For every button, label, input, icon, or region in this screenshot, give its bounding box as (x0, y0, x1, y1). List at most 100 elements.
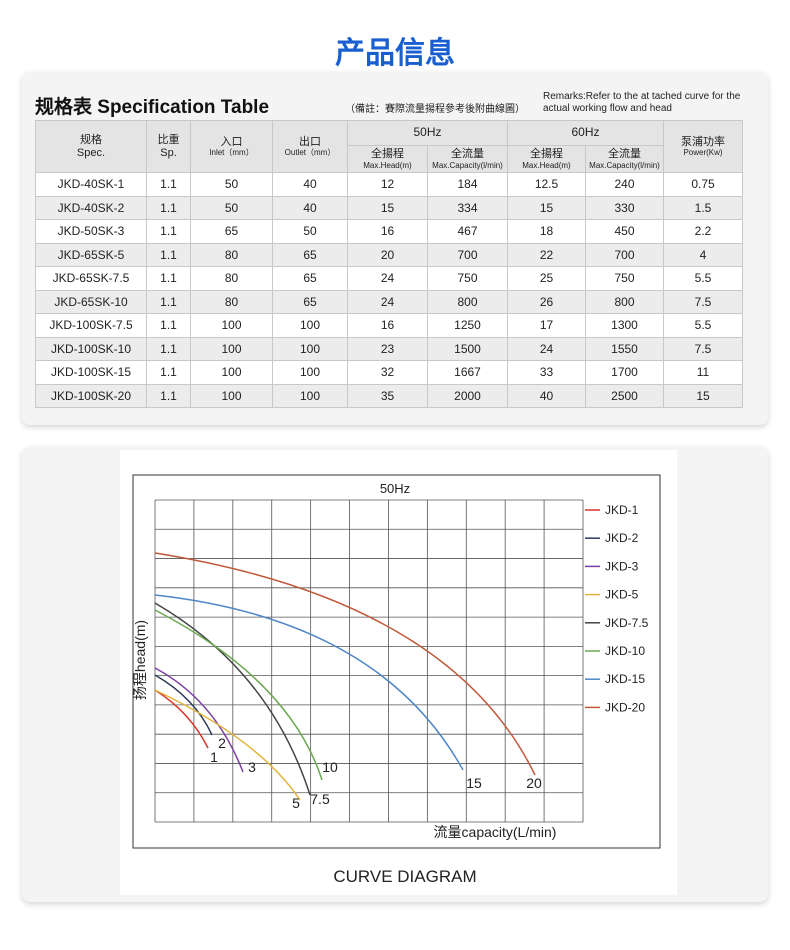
header-zh: 比重 (157, 133, 180, 146)
table-cell: 23 (347, 336, 428, 361)
spec-note: （備註：賽際流量揚程參考後附曲線圖） (345, 104, 525, 115)
table-cell: 20 (347, 242, 428, 267)
curve-card: 50Hz 流量capacity(L/min) 扬程head(m) CURVE D… (22, 447, 768, 902)
table-cell: JKD-100SK-15 (35, 360, 147, 385)
header-en: Power(Kw) (683, 148, 723, 158)
curve (154, 689, 209, 749)
table-cell: 100 (272, 313, 348, 338)
header-en: Max.Capacity(l/min) (589, 160, 660, 170)
table-cell: 2000 (427, 383, 508, 408)
table-cell: 5.5 (663, 313, 743, 338)
table-cell: 40 (507, 383, 586, 408)
legend-label: JKD-3 (605, 559, 639, 573)
table-cell: 100 (272, 336, 348, 361)
diagram-frame (132, 474, 661, 849)
table-cell: 22 (507, 242, 586, 267)
curve (154, 552, 536, 776)
table-cell: 17 (507, 313, 586, 338)
table-row: JKD-65SK-10 1.1 80 65 24 800 26 800 7.5 (35, 289, 743, 314)
table-cell: 700 (427, 242, 508, 267)
diagram-panel (120, 450, 677, 895)
curve-label: 2 (218, 735, 226, 751)
table-cell: JKD-65SK-5 (35, 242, 147, 267)
curve-label: 7.5 (310, 791, 330, 807)
table-cell: 7.5 (663, 289, 743, 314)
header-row: 全揚程 Max.Head(m) 全流量 Max.Capacity(l/min) 全揚程 M… (36, 145, 743, 173)
table-cell: 1.1 (146, 383, 191, 408)
table-row: JKD-100SK-20 1.1 100 100 35 2000 40 2500 15 (35, 383, 743, 408)
header-zh: 全揚程 (530, 148, 563, 161)
table-cell: 100 (190, 360, 273, 385)
table-cell: 4 (663, 242, 743, 267)
table-cell: 65 (272, 289, 348, 314)
table-cell: 80 (190, 266, 273, 291)
table-cell: 450 (585, 219, 664, 244)
legend-label: JKD-20 (605, 700, 645, 714)
table-cell: JKD-100SK-7.5 (35, 313, 147, 338)
curve (154, 609, 323, 781)
table-cell: 1.1 (146, 336, 191, 361)
header-en: Max.Head(m) (522, 160, 571, 170)
table-cell: 15 (507, 195, 586, 220)
curve (154, 667, 244, 773)
table-cell: 334 (427, 195, 508, 220)
remark-line: Remarks:Refer to the at tached curve for… (543, 91, 741, 102)
header-cell: 全揚程 Max.Head(m) (347, 145, 428, 173)
table-cell: 467 (427, 219, 508, 244)
table-cell: 40 (272, 195, 348, 220)
table-cell: 184 (427, 172, 508, 197)
curve-label: 3 (248, 759, 256, 775)
table-cell: 0.75 (663, 172, 743, 197)
table-row: JKD-40SK-1 1.1 50 40 12 184 12.5 240 0.75 (35, 172, 743, 197)
table-cell: 700 (585, 242, 664, 267)
table-cell: 1550 (585, 336, 664, 361)
table-cell: 12 (347, 172, 428, 197)
legend-label: JKD-7.5 (605, 616, 649, 630)
table-cell: 100 (190, 336, 273, 361)
header-zh: 泵浦功率 (681, 135, 725, 148)
x-axis-label: 流量capacity(L/min) (434, 824, 557, 840)
header-cell: 入口 Inlet（mm） (190, 120, 273, 173)
table-cell: 65 (272, 266, 348, 291)
table-cell: 1.1 (146, 266, 191, 291)
curve (154, 689, 301, 801)
table-cell: 35 (347, 383, 428, 408)
table-cell: 1700 (585, 360, 664, 385)
table-cell: 1.1 (146, 289, 191, 314)
legend-label: JKD-10 (605, 644, 645, 658)
header-cell: 出口 Outlet（mm） (272, 120, 348, 173)
curve-label: 1 (210, 749, 218, 765)
spec-remarks: Remarks:Refer to the at tached curve for… (543, 91, 740, 115)
table-cell: 50 (190, 172, 273, 197)
spec-heading: 规格表 Specification Table (35, 97, 270, 118)
table-cell: 15 (663, 383, 743, 408)
table-cell: 24 (507, 336, 586, 361)
table-cell: JKD-40SK-1 (35, 172, 147, 197)
curve (154, 594, 464, 771)
table-cell: 40 (272, 172, 348, 197)
table-cell: 1.5 (663, 195, 743, 220)
header-cell: 泵浦功率 Power(Kw) (663, 120, 743, 173)
header-en: Spec. (76, 146, 106, 159)
page-title: 产品信息 (335, 37, 455, 70)
table-cell: 750 (427, 266, 508, 291)
table-cell: 7.5 (663, 336, 743, 361)
header-en: Max.Capacity(l/min) (432, 160, 503, 170)
diagram-title: 50Hz (380, 481, 410, 496)
table-row: JKD-100SK-15 1.1 100 100 32 1667 33 1700 11 (35, 360, 743, 385)
table-cell: 50 (272, 219, 348, 244)
table-row: JKD-65SK-5 1.1 80 65 20 700 22 700 4 (35, 242, 743, 267)
table-cell: 1300 (585, 313, 664, 338)
table-cell: JKD-100SK-20 (35, 383, 147, 408)
header-cell: 全流量 Max.Capacity(l/min) (427, 145, 508, 173)
header-cell: 60Hz (507, 120, 664, 146)
table-cell: 240 (585, 172, 664, 197)
header-zh: 全流量 (608, 148, 641, 161)
table-cell: 80 (190, 289, 273, 314)
header-zh: 规格 (80, 133, 102, 146)
table-cell: 26 (507, 289, 586, 314)
spec-card: 规格表 Specification Table （備註：賽際流量揚程參考後附曲線… (22, 72, 768, 425)
curve-label: 10 (322, 759, 338, 775)
table-cell: 32 (347, 360, 428, 385)
